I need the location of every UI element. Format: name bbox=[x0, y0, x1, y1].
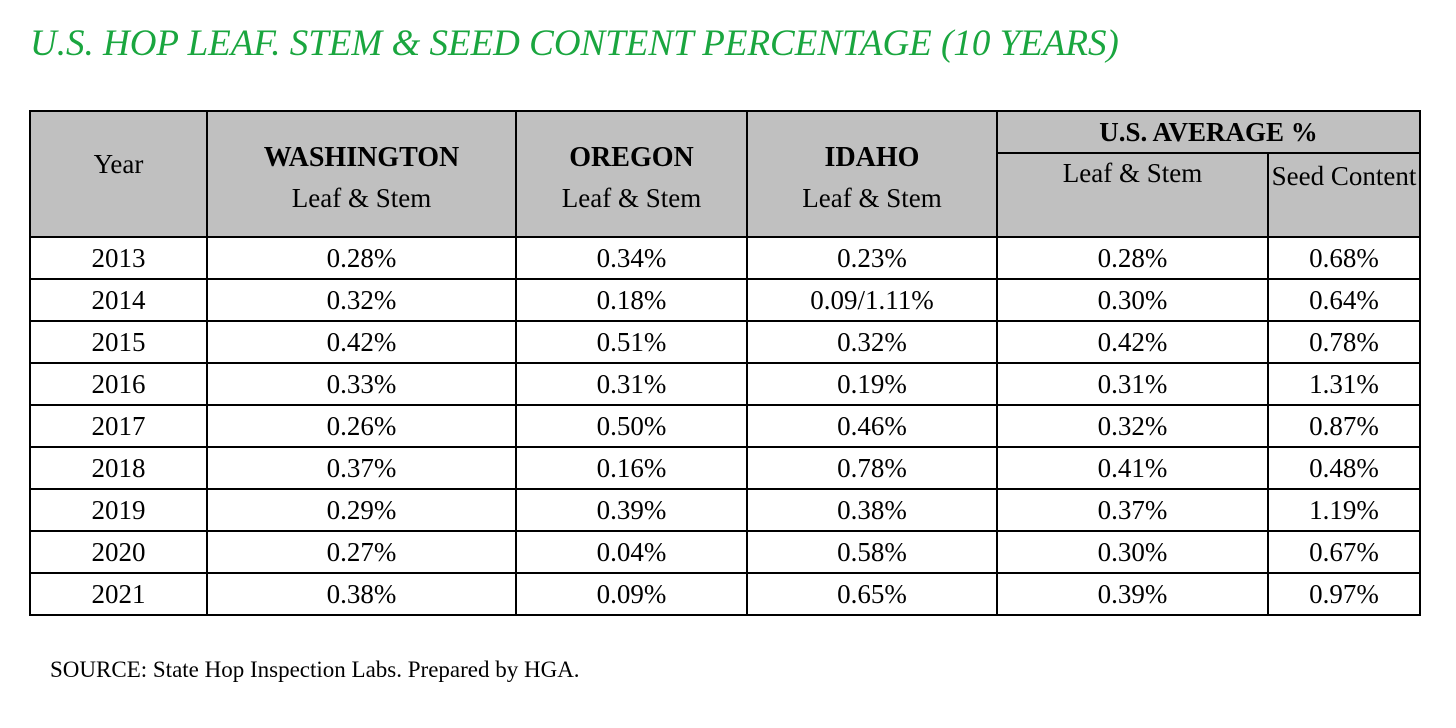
oregon-cell: 0.04% bbox=[515, 530, 748, 574]
us-average-leaf-cell: 0.30% bbox=[996, 278, 1269, 322]
idaho-cell: 0.46% bbox=[746, 404, 998, 448]
us-average-seed-cell: 0.78% bbox=[1267, 320, 1421, 364]
idaho-cell: 0.78% bbox=[746, 446, 998, 490]
header-row-bottom: Leaf & Stem Seed Content bbox=[30, 152, 1421, 238]
us-average-leaf-label: Leaf & Stem bbox=[1062, 158, 1203, 188]
idaho-cell: 0.23% bbox=[746, 236, 998, 280]
washington-cell: 0.38% bbox=[206, 572, 517, 616]
oregon-cell: 0.50% bbox=[515, 404, 748, 448]
us-average-seed-cell: 1.19% bbox=[1267, 488, 1421, 532]
oregon-cell: 0.18% bbox=[515, 278, 748, 322]
year-cell: 2014 bbox=[29, 278, 208, 322]
washington-cell: 0.37% bbox=[206, 446, 517, 490]
us-average-seed-cell: 0.87% bbox=[1267, 404, 1421, 448]
us-average-seed-header: Seed Content bbox=[1267, 152, 1421, 238]
washington-name: WASHINGTON bbox=[263, 141, 460, 173]
year-cell: 2015 bbox=[29, 320, 208, 364]
us-average-leaf-cell: 0.39% bbox=[996, 572, 1269, 616]
us-average-leaf-cell: 0.32% bbox=[996, 404, 1269, 448]
oregon-cell: 0.31% bbox=[515, 362, 748, 406]
washington-cell: 0.27% bbox=[206, 530, 517, 574]
us-average-seed-cell: 0.64% bbox=[1267, 278, 1421, 322]
year-cell: 2018 bbox=[29, 446, 208, 490]
us-average-seed-cell: 0.67% bbox=[1267, 530, 1421, 574]
idaho-name: IDAHO bbox=[824, 141, 920, 173]
washington-header: WASHINGTON Leaf & Stem bbox=[206, 110, 517, 238]
idaho-header: IDAHO Leaf & Stem bbox=[746, 110, 998, 238]
year-cell: 2016 bbox=[29, 362, 208, 406]
table-header: Year WASHINGTON Leaf & Stem OREGON Leaf … bbox=[29, 110, 1421, 238]
idaho-cell: 0.19% bbox=[746, 362, 998, 406]
page-title: U.S. HOP LEAF. STEM & SEED CONTENT PERCE… bbox=[30, 23, 1119, 64]
table-row: 2016 0.33% 0.31% 0.19% 0.31% 1.31% bbox=[29, 362, 1421, 406]
oregon-name: OREGON bbox=[569, 141, 694, 173]
oregon-cell: 0.51% bbox=[515, 320, 748, 364]
idaho-cell: 0.58% bbox=[746, 530, 998, 574]
table-row: 2013 0.28% 0.34% 0.23% 0.28% 0.68% bbox=[29, 236, 1421, 280]
year-cell: 2017 bbox=[29, 404, 208, 448]
us-average-seed-cell: 0.97% bbox=[1267, 572, 1421, 616]
washington-cell: 0.32% bbox=[206, 278, 517, 322]
washington-cell: 0.26% bbox=[206, 404, 517, 448]
oregon-sub-label: Leaf & Stem bbox=[561, 182, 702, 213]
idaho-cell: 0.65% bbox=[746, 572, 998, 616]
us-average-leaf-cell: 0.37% bbox=[996, 488, 1269, 532]
year-cell: 2019 bbox=[29, 488, 208, 532]
header-row-top: Year WASHINGTON Leaf & Stem OREGON Leaf … bbox=[29, 110, 1421, 238]
washington-sub-label: Leaf & Stem bbox=[291, 182, 432, 213]
year-cell: 2021 bbox=[29, 572, 208, 616]
table-row: 2015 0.42% 0.51% 0.32% 0.42% 0.78% bbox=[29, 320, 1421, 364]
oregon-cell: 0.09% bbox=[515, 572, 748, 616]
us-average-leaf-header: Leaf & Stem bbox=[996, 152, 1269, 238]
source-note: SOURCE: State Hop Inspection Labs. Prepa… bbox=[50, 657, 580, 682]
oregon-cell: 0.16% bbox=[515, 446, 748, 490]
us-average-leaf-cell: 0.28% bbox=[996, 236, 1269, 280]
washington-cell: 0.33% bbox=[206, 362, 517, 406]
us-average-seed-cell: 0.48% bbox=[1267, 446, 1421, 490]
year-header: Year bbox=[29, 110, 208, 238]
idaho-cell: 0.38% bbox=[746, 488, 998, 532]
table-row: 2021 0.38% 0.09% 0.65% 0.39% 0.97% bbox=[29, 572, 1421, 616]
us-average-leaf-cell: 0.30% bbox=[996, 530, 1269, 574]
hop-content-table: Year WASHINGTON Leaf & Stem OREGON Leaf … bbox=[29, 110, 1421, 616]
us-average-leaf-cell: 0.42% bbox=[996, 320, 1269, 364]
idaho-sub-label: Leaf & Stem bbox=[802, 182, 942, 213]
oregon-cell: 0.39% bbox=[515, 488, 748, 532]
table-body: 2013 0.28% 0.34% 0.23% 0.28% 0.68% 2014 0.32% 0.… bbox=[29, 236, 1421, 616]
table-row: 2018 0.37% 0.16% 0.78% 0.41% 0.48% bbox=[29, 446, 1421, 490]
washington-cell: 0.28% bbox=[206, 236, 517, 280]
table-row: 2019 0.29% 0.39% 0.38% 0.37% 1.19% bbox=[29, 488, 1421, 532]
oregon-cell: 0.34% bbox=[515, 236, 748, 280]
oregon-header: OREGON Leaf & Stem bbox=[515, 110, 748, 238]
us-average-leaf-cell: 0.41% bbox=[996, 446, 1269, 490]
idaho-cell: 0.32% bbox=[746, 320, 998, 364]
us-average-leaf-cell: 0.31% bbox=[996, 362, 1269, 406]
idaho-cell: 0.09/1.11% bbox=[746, 278, 998, 322]
us-average-seed-cell: 0.68% bbox=[1267, 236, 1421, 280]
us-average-seed-cell: 1.31% bbox=[1267, 362, 1421, 406]
washington-cell: 0.42% bbox=[206, 320, 517, 364]
washington-cell: 0.29% bbox=[206, 488, 517, 532]
year-cell: 2013 bbox=[29, 236, 208, 280]
year-cell: 2020 bbox=[29, 530, 208, 574]
table-row: 2014 0.32% 0.18% 0.09/1.11% 0.30% 0.64% bbox=[29, 278, 1421, 322]
us-average-header: U.S. AVERAGE % bbox=[996, 110, 1421, 154]
table-row: 2020 0.27% 0.04% 0.58% 0.30% 0.67% bbox=[29, 530, 1421, 574]
table-row: 2017 0.26% 0.50% 0.46% 0.32% 0.87% bbox=[29, 404, 1421, 448]
